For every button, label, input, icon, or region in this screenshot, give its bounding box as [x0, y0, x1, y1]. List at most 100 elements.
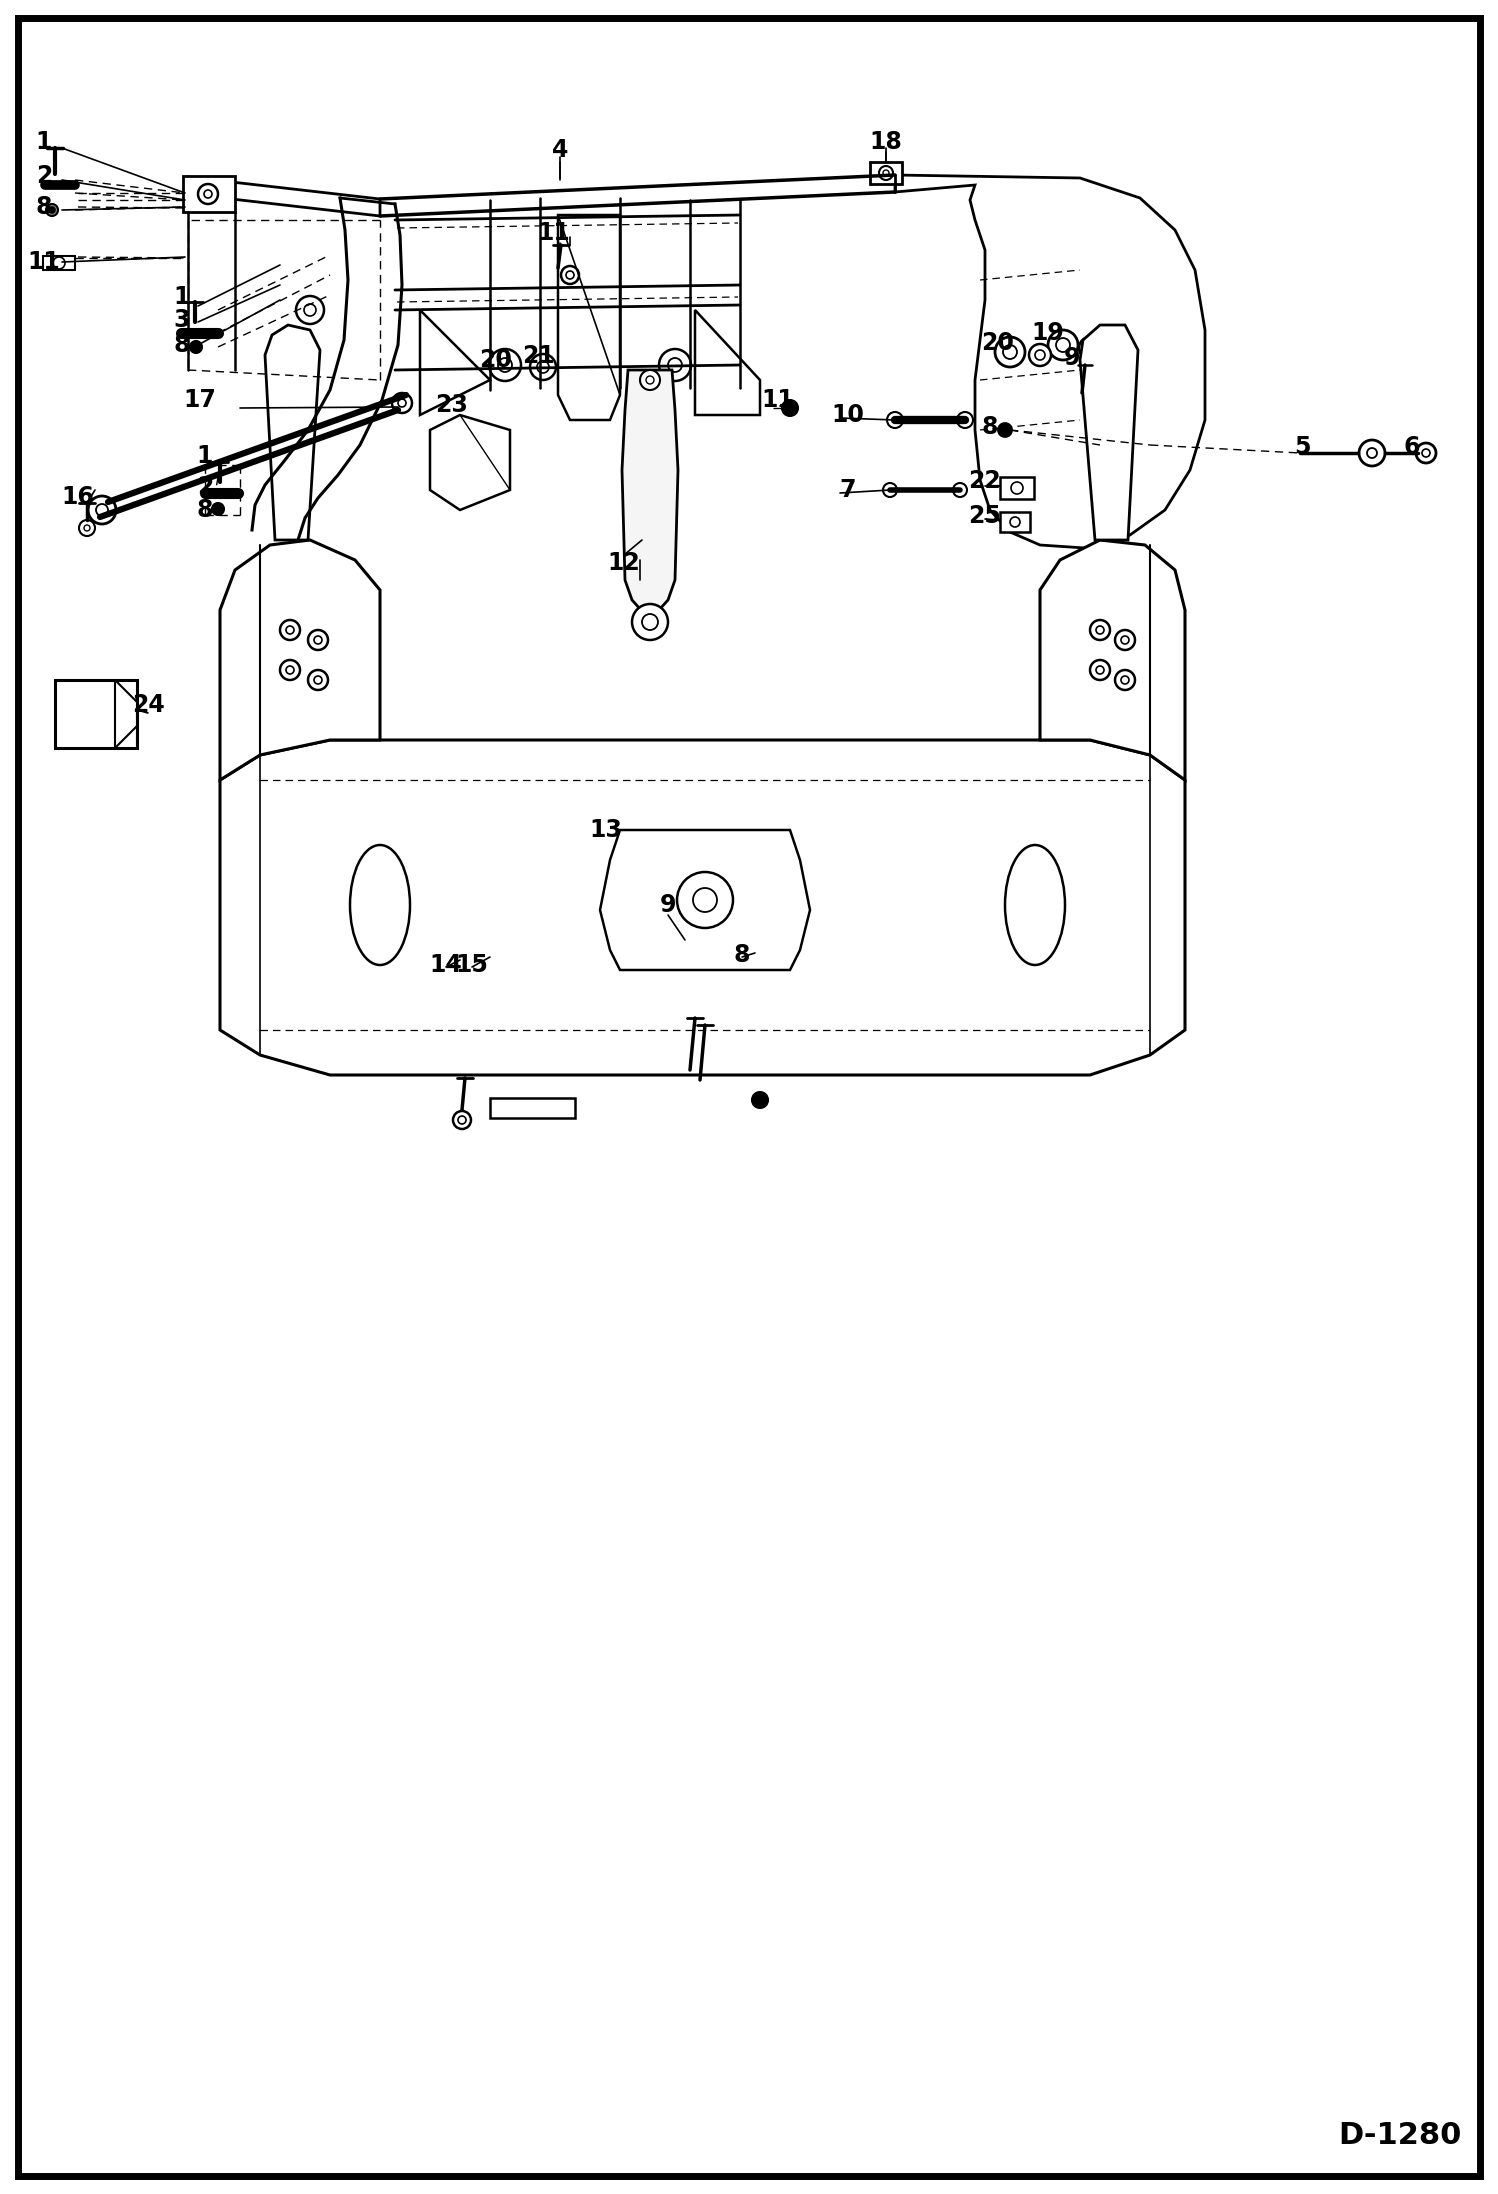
Circle shape — [1368, 448, 1377, 459]
Circle shape — [1416, 443, 1437, 463]
Polygon shape — [189, 178, 380, 215]
Circle shape — [52, 257, 64, 270]
Circle shape — [1029, 344, 1052, 366]
Text: 23: 23 — [436, 393, 469, 417]
Circle shape — [700, 353, 727, 380]
Circle shape — [1079, 338, 1101, 360]
Circle shape — [879, 167, 893, 180]
Circle shape — [694, 889, 718, 913]
Circle shape — [640, 371, 661, 391]
Circle shape — [1422, 450, 1431, 456]
Polygon shape — [601, 829, 810, 970]
Text: 13: 13 — [590, 818, 623, 842]
Circle shape — [497, 358, 512, 373]
Text: 16: 16 — [61, 485, 94, 509]
Text: D-1280: D-1280 — [1338, 2119, 1462, 2150]
Circle shape — [677, 871, 733, 928]
Text: 8: 8 — [734, 943, 750, 968]
Text: 24: 24 — [132, 693, 165, 717]
Text: 14: 14 — [430, 952, 463, 976]
Circle shape — [560, 265, 580, 283]
Circle shape — [398, 399, 406, 408]
Circle shape — [88, 496, 115, 524]
Circle shape — [782, 399, 798, 417]
Text: 8: 8 — [36, 195, 52, 219]
Circle shape — [1010, 518, 1020, 527]
Circle shape — [643, 614, 658, 630]
Circle shape — [752, 1093, 768, 1108]
Circle shape — [458, 1117, 466, 1123]
Circle shape — [286, 667, 294, 674]
Circle shape — [46, 204, 58, 215]
Circle shape — [632, 603, 668, 641]
Text: 19: 19 — [1032, 320, 1065, 344]
Polygon shape — [265, 325, 321, 540]
Text: 11: 11 — [27, 250, 60, 274]
Text: 21: 21 — [521, 344, 554, 369]
Polygon shape — [220, 739, 1185, 1075]
Bar — [490, 1097, 575, 1119]
Polygon shape — [557, 215, 620, 419]
Text: 22: 22 — [969, 470, 1001, 494]
Circle shape — [1121, 636, 1129, 645]
Circle shape — [213, 502, 225, 516]
Circle shape — [452, 1110, 470, 1130]
Polygon shape — [220, 540, 380, 781]
Text: 4: 4 — [551, 138, 568, 162]
Circle shape — [79, 520, 94, 535]
Bar — [870, 162, 902, 184]
Circle shape — [304, 305, 316, 316]
Circle shape — [1035, 351, 1046, 360]
Text: 7: 7 — [840, 478, 857, 502]
Text: 2: 2 — [36, 165, 52, 189]
Circle shape — [1091, 660, 1110, 680]
Polygon shape — [894, 176, 1204, 548]
Bar — [1001, 511, 1031, 531]
Bar — [1001, 476, 1034, 498]
Circle shape — [659, 349, 691, 382]
Circle shape — [887, 412, 903, 428]
Text: 9: 9 — [1064, 347, 1080, 371]
Circle shape — [280, 660, 300, 680]
Circle shape — [1097, 667, 1104, 674]
Text: 6: 6 — [1404, 434, 1420, 459]
Polygon shape — [1080, 325, 1138, 540]
Text: 10: 10 — [831, 404, 864, 428]
Circle shape — [995, 338, 1025, 366]
Text: 20: 20 — [479, 349, 512, 373]
Circle shape — [84, 524, 90, 531]
Polygon shape — [430, 415, 509, 509]
Text: 8: 8 — [981, 415, 998, 439]
Polygon shape — [1040, 540, 1185, 781]
Circle shape — [536, 362, 548, 373]
Circle shape — [953, 483, 968, 498]
Circle shape — [1115, 630, 1135, 649]
Circle shape — [668, 358, 682, 373]
Ellipse shape — [351, 845, 410, 965]
Circle shape — [707, 362, 719, 373]
Circle shape — [315, 636, 322, 645]
Circle shape — [1049, 329, 1079, 360]
Polygon shape — [695, 309, 759, 415]
Circle shape — [309, 630, 328, 649]
Circle shape — [392, 393, 412, 412]
Circle shape — [1011, 483, 1023, 494]
Circle shape — [286, 625, 294, 634]
Circle shape — [315, 676, 322, 685]
Text: 8: 8 — [174, 333, 190, 358]
Text: 20: 20 — [981, 331, 1014, 355]
Text: 15: 15 — [455, 952, 488, 976]
Text: 12: 12 — [608, 551, 640, 575]
Polygon shape — [419, 309, 490, 415]
Text: 1: 1 — [174, 285, 190, 309]
Text: 9: 9 — [659, 893, 676, 917]
Bar — [183, 176, 235, 213]
Text: 8: 8 — [196, 498, 213, 522]
Circle shape — [1085, 342, 1095, 353]
Polygon shape — [622, 371, 679, 621]
Text: 2: 2 — [196, 474, 213, 498]
Ellipse shape — [1005, 845, 1065, 965]
Circle shape — [297, 296, 324, 325]
Text: 11: 11 — [538, 222, 571, 246]
Text: 17: 17 — [184, 388, 216, 412]
